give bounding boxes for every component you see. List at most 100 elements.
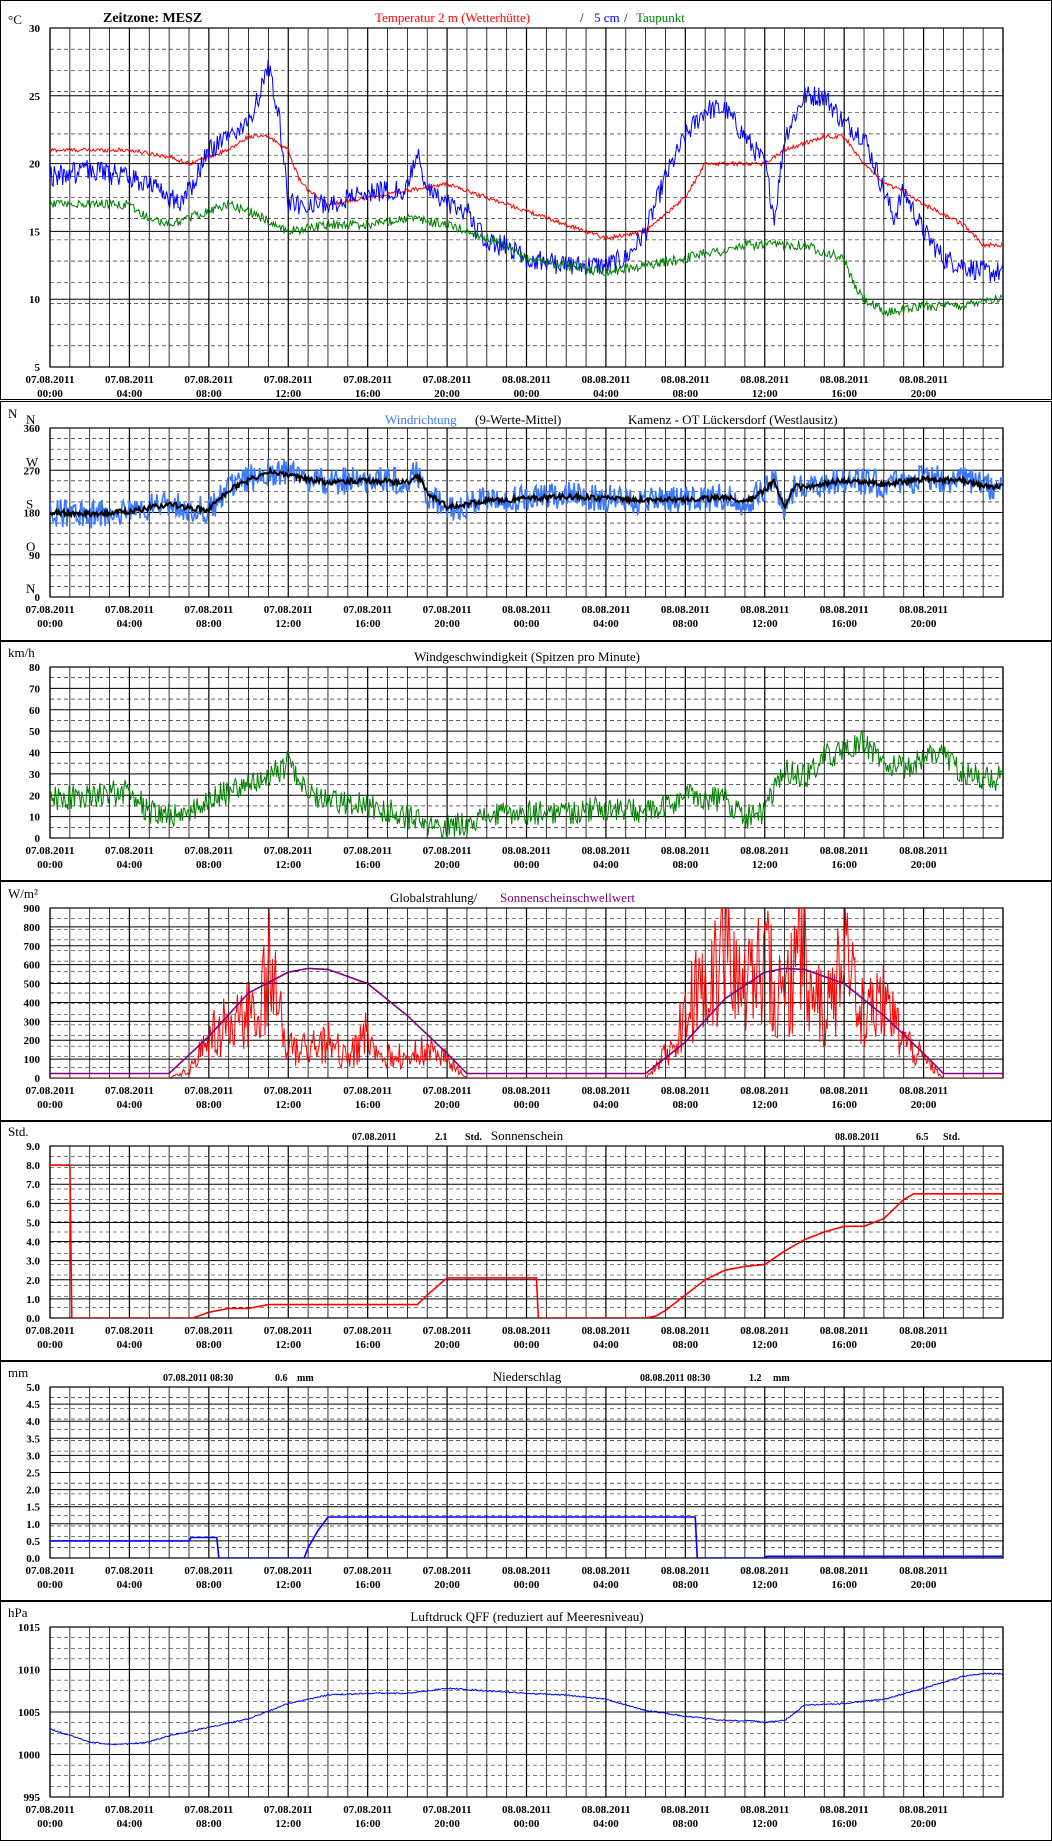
chart-pressure: 995 1000 1005 1010 1015 hPa 07.08.2011 00:00 07.… [0,1601,1052,1841]
x-tick-date: 08.08.2011 [502,1565,551,1577]
chart-precipitation: 0.0 0.5 1.0 1.5 2.0 2.5 3.0 3.5 4.0 4.5 5.0 mm 07.08… [0,1361,1052,1601]
y-tick-label: 0 [35,1073,41,1085]
x-tick-date: 08.08.2011 [820,604,869,616]
y-tick-label: 0 [35,592,41,604]
x-tick-time: 12:00 [752,1818,778,1830]
x-tick-time: 08:00 [672,388,698,400]
x-tick-date: 07.08.2011 [184,604,233,616]
y-tick-label: 3.0 [26,1450,40,1462]
x-tick-date: 07.08.2011 [184,374,233,386]
x-tick-date: 08.08.2011 [661,1085,710,1097]
y-tick-label: 1005 [18,1707,41,1719]
plot-grid [49,1626,1004,1798]
legend-temp-2m: Temperatur 2 m (Wetterhütte) [375,10,530,25]
x-tick-time: 20:00 [911,388,937,400]
x-tick-time: 20:00 [911,1339,937,1351]
x-tick-time: 12:00 [275,859,301,871]
x-tick-time: 08:00 [672,618,698,630]
x-tick-date: 08.08.2011 [502,604,551,616]
y-tick-label: 30 [29,769,41,781]
legend-wind-direction: Windrichtung [385,412,457,427]
x-tick-date: 07.08.2011 [423,845,472,857]
x-tick-time: 20:00 [434,1339,460,1351]
series-line-sonnenscheinschwellwert [50,967,1003,1075]
x-tick-time: 16:00 [355,618,381,630]
x-tick-time: 00:00 [514,859,540,871]
compass-label: O [26,539,35,554]
x-tick-time: 16:00 [831,859,857,871]
x-tick-time: 16:00 [355,1579,381,1591]
x-tick-time: 04:00 [593,1818,619,1830]
y-tick-label: 3.0 [26,1256,40,1268]
x-tick-time: 12:00 [275,1579,301,1591]
y-tick-label: 360 [24,423,41,435]
y-tick-label: 0 [35,833,41,845]
x-tick-date: 08.08.2011 [740,1804,789,1816]
x-tick-date: 08.08.2011 [502,374,551,386]
day1-date: 07.08.2011 [352,1132,396,1143]
y-tick-label: 1.0 [26,1294,40,1306]
x-tick-date: 07.08.2011 [26,374,75,386]
x-tick-time: 04:00 [117,1818,143,1830]
y-tick-label: 180 [24,508,41,520]
y-tick-label: 270 [24,465,41,477]
x-tick-time: 12:00 [752,1579,778,1591]
x-tick-date: 08.08.2011 [581,1565,630,1577]
x-tick-time: 12:00 [275,1339,301,1351]
y-tick-label: 1015 [18,1622,41,1634]
series-line-taupunkt [50,198,1003,318]
x-tick-time: 16:00 [355,859,381,871]
x-tick-date: 07.08.2011 [105,845,154,857]
y-tick-label: 4.5 [26,1399,40,1411]
series-line-5-cm [50,59,1003,282]
day1-unit: Std. [465,1132,482,1143]
plot-grid [49,427,1004,598]
x-tick-date: 07.08.2011 [184,845,233,857]
x-tick-date: 07.08.2011 [343,1325,392,1337]
x-tick-time: 04:00 [117,1339,143,1351]
series-line-9-werte-mittel [50,465,1003,520]
x-tick-time: 16:00 [831,618,857,630]
x-tick-date: 07.08.2011 [343,374,392,386]
x-tick-time: 20:00 [911,859,937,871]
x-tick-time: 12:00 [752,388,778,400]
y-tick-label: 4.0 [26,1416,40,1428]
series-line-windgeschwindigkeit [50,730,1003,838]
x-tick-date: 07.08.2011 [264,845,313,857]
day1-date: 07.08.2011 08:30 [163,1373,233,1384]
y-tick-label: 50 [29,726,41,738]
x-tick-time: 04:00 [117,388,143,400]
x-tick-date: 08.08.2011 [899,1804,948,1816]
chart-title: Luftdruck QFF (reduziert auf Meeresnivea… [410,1609,643,1624]
x-tick-date: 07.08.2011 [264,1804,313,1816]
x-tick-time: 04:00 [593,859,619,871]
x-tick-time: 16:00 [355,1818,381,1830]
x-tick-date: 08.08.2011 [661,845,710,857]
x-tick-date: 07.08.2011 [105,1085,154,1097]
x-tick-time: 08:00 [196,1579,222,1591]
day1-value: 0.6 [275,1373,288,1384]
series-line-windrichtung [50,459,1003,529]
x-tick-date: 07.08.2011 [184,1085,233,1097]
x-tick-time: 16:00 [831,1818,857,1830]
x-tick-date: 08.08.2011 [820,1325,869,1337]
y-tick-label: 500 [24,979,41,991]
day2-date: 08.08.2011 08:30 [640,1373,710,1384]
y-tick-label: 30 [29,23,41,35]
x-tick-date: 07.08.2011 [343,845,392,857]
x-tick-time: 04:00 [593,1339,619,1351]
x-tick-time: 00:00 [37,1339,63,1351]
x-tick-date: 07.08.2011 [423,1804,472,1816]
x-tick-date: 08.08.2011 [899,845,948,857]
y-tick-label: 0.0 [26,1553,40,1565]
x-tick-time: 20:00 [911,1579,937,1591]
y-tick-label: 800 [24,922,41,934]
x-tick-time: 16:00 [831,1339,857,1351]
x-tick-time: 04:00 [593,1099,619,1111]
y-tick-label: 700 [24,941,41,953]
x-tick-date: 07.08.2011 [105,374,154,386]
x-tick-date: 08.08.2011 [502,1085,551,1097]
x-tick-time: 20:00 [434,618,460,630]
x-tick-date: 08.08.2011 [820,1804,869,1816]
x-tick-time: 00:00 [514,618,540,630]
